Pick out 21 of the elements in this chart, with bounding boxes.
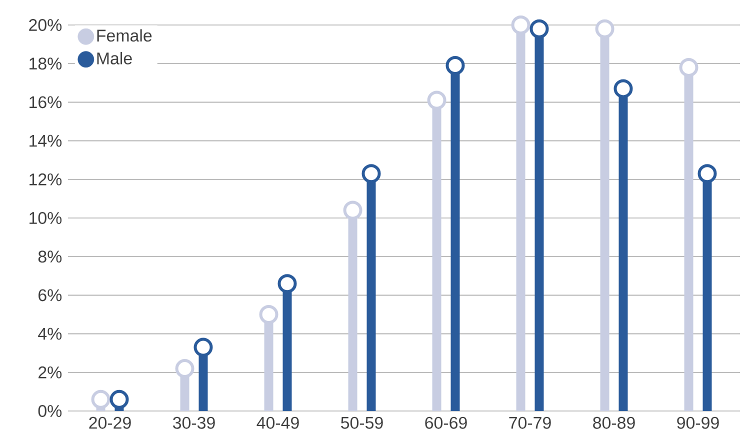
y-tick-label: 16% — [30, 96, 62, 108]
x-tick-label: 80-89 — [593, 416, 635, 429]
x-tick-label: 40-49 — [256, 416, 299, 429]
y-tick-label: 14% — [30, 134, 62, 147]
y-tick-label: 8% — [38, 250, 62, 263]
y-tick-label: 0% — [38, 405, 62, 417]
y-tick-label: 10% — [30, 212, 62, 224]
legend-label: Male — [97, 52, 132, 64]
x-tick-label: 90-99 — [677, 416, 719, 429]
y-tick-label: 6% — [38, 289, 62, 302]
legend-label: Female — [97, 29, 152, 42]
y-tick-label: 4% — [38, 328, 62, 340]
x-tick-label: 20-29 — [89, 416, 131, 429]
y-tick-label: 2% — [38, 366, 62, 378]
y-tick-label: 12% — [30, 173, 62, 186]
x-tick-label: 70-79 — [509, 416, 551, 429]
y-tick-label: 20% — [29, 19, 62, 31]
x-tick-label: 60-69 — [425, 416, 467, 429]
x-tick-label: 30-39 — [172, 416, 215, 429]
y-tick-label: 18% — [30, 58, 62, 70]
x-tick-label: 50-59 — [341, 416, 383, 429]
